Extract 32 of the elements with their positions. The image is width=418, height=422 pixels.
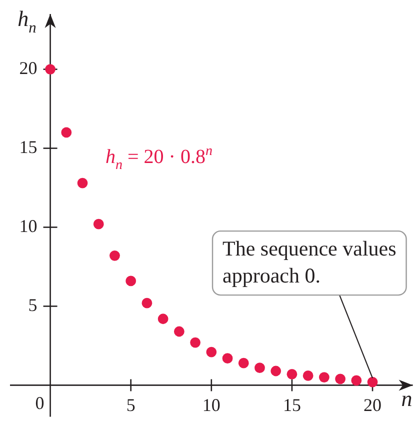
x-tick-label: 20 xyxy=(364,394,382,415)
y-tick-label: 15 xyxy=(19,137,38,157)
point xyxy=(238,358,249,368)
point xyxy=(254,362,265,374)
x-tick-label: 5 xyxy=(126,394,136,415)
point xyxy=(318,372,330,383)
point xyxy=(93,218,104,230)
point xyxy=(174,326,184,337)
point xyxy=(302,370,314,381)
y-tick-label: 20 xyxy=(19,58,38,78)
point xyxy=(77,178,88,188)
point xyxy=(61,127,72,138)
annotation: The sequence values approach 0. xyxy=(222,236,396,288)
point xyxy=(190,337,200,348)
x-axis-title: n xyxy=(401,386,412,412)
x-tick-label: 15 xyxy=(282,394,301,415)
point xyxy=(126,276,136,286)
y-tick-label: 5 xyxy=(28,294,38,315)
point xyxy=(206,346,217,358)
point xyxy=(367,376,378,388)
point xyxy=(222,353,233,364)
x-tick-label: 10 xyxy=(202,394,220,415)
x-tick-label: 0 xyxy=(35,392,44,413)
point xyxy=(351,375,362,386)
point xyxy=(270,366,282,376)
point xyxy=(158,314,168,324)
point xyxy=(142,298,152,308)
point xyxy=(286,368,298,380)
point xyxy=(45,64,56,74)
y-tick-label: 10 xyxy=(19,216,38,236)
point xyxy=(335,374,346,384)
point xyxy=(110,250,120,261)
